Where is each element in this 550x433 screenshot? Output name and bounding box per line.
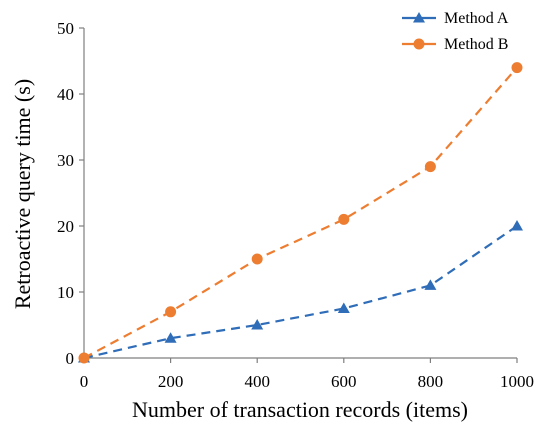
data-point <box>337 302 350 313</box>
data-point <box>511 220 523 231</box>
x-tick-label: 1000 <box>500 372 534 391</box>
data-point <box>251 253 263 265</box>
x-tick-label: 800 <box>418 372 444 391</box>
legend-item: Method A <box>402 10 509 27</box>
data-point <box>164 332 177 343</box>
series-method-a <box>78 220 523 363</box>
data-point <box>511 62 523 74</box>
y-tick-label: 10 <box>57 283 74 302</box>
x-tick-label: 600 <box>331 372 357 391</box>
y-tick-label: 50 <box>57 19 74 38</box>
series-line <box>83 66 518 359</box>
legend-item: Method B <box>402 36 508 53</box>
legend-marker <box>413 38 425 50</box>
legend-label: Method B <box>444 36 508 53</box>
x-axis-title: Number of transaction records (items) <box>132 397 468 422</box>
data-point <box>165 306 177 318</box>
series-line <box>83 225 518 360</box>
y-tick-label: 30 <box>57 151 74 170</box>
x-tick-label: 0 <box>80 372 89 391</box>
x-tick-label: 400 <box>244 372 270 391</box>
data-point <box>251 319 264 330</box>
data-point <box>338 213 350 225</box>
series <box>78 62 523 364</box>
legend-marker <box>413 12 425 23</box>
y-tick-label: 40 <box>57 85 74 104</box>
data-point <box>78 352 90 364</box>
legend: Method A Method B <box>402 10 509 53</box>
data-point <box>424 279 437 290</box>
axes <box>83 28 517 359</box>
y-tick-label: 20 <box>57 217 74 236</box>
y-axis-title: Retroactive query time (s) <box>10 79 35 309</box>
y-tick-label: 0 <box>66 349 75 368</box>
x-tick-label: 200 <box>158 372 184 391</box>
legend-label: Method A <box>444 10 509 27</box>
series-method-b <box>78 62 523 364</box>
data-point <box>424 161 436 173</box>
ticks: 0 10 20 30 40 50 0 200 400 600 800 1000 <box>57 19 534 391</box>
